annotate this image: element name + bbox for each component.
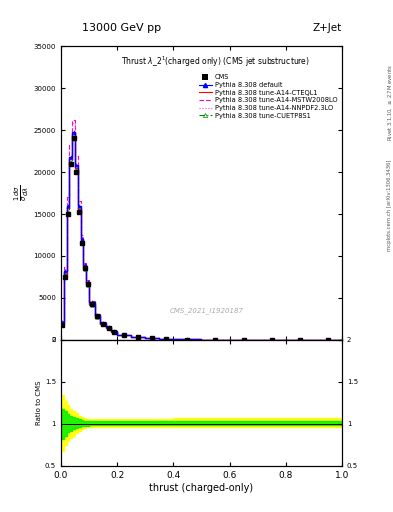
Legend: CMS, Pythia 8.308 default, Pythia 8.308 tune-A14-CTEQL1, Pythia 8.308 tune-A14-M: CMS, Pythia 8.308 default, Pythia 8.308 … — [197, 73, 339, 120]
Text: CMS_2021_I1920187: CMS_2021_I1920187 — [170, 307, 244, 314]
Text: 13000 GeV pp: 13000 GeV pp — [82, 23, 162, 33]
Y-axis label: $\frac{1}{\sigma}\frac{d\sigma}{d\lambda}$: $\frac{1}{\sigma}\frac{d\sigma}{d\lambda… — [13, 185, 31, 201]
Text: Rivet 3.1.10, $\geq$ 2.7M events: Rivet 3.1.10, $\geq$ 2.7M events — [386, 64, 393, 141]
X-axis label: thrust (charged-only): thrust (charged-only) — [149, 482, 253, 493]
Text: Z+Jet: Z+Jet — [313, 23, 342, 33]
Text: mcplots.cern.ch [arXiv:1306.3436]: mcplots.cern.ch [arXiv:1306.3436] — [387, 159, 392, 250]
Text: Thrust $\lambda\_2^1$(charged only) (CMS jet substructure): Thrust $\lambda\_2^1$(charged only) (CMS… — [121, 55, 310, 69]
Y-axis label: Ratio to CMS: Ratio to CMS — [36, 381, 42, 425]
